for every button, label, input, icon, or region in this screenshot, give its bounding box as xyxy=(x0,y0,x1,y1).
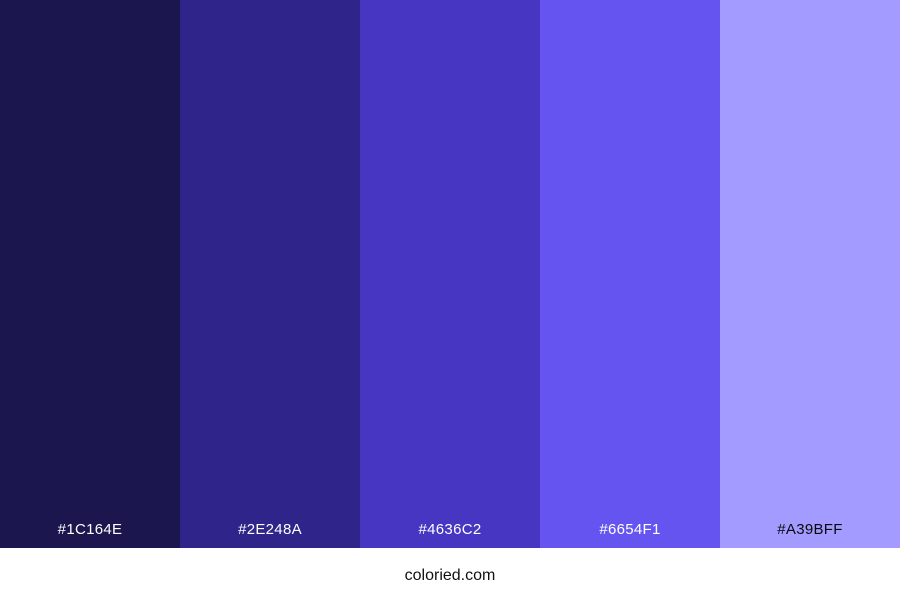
swatch-5[interactable]: #A39BFF xyxy=(720,0,900,548)
swatch-3[interactable]: #4636C2 xyxy=(360,0,540,548)
swatch-2[interactable]: #2E248A xyxy=(180,0,360,548)
swatch-hex-label: #4636C2 xyxy=(418,521,482,538)
swatch-hex-label: #2E248A xyxy=(238,521,302,538)
swatch-hex-label: #1C164E xyxy=(57,521,123,538)
swatch-hex-label: #6654F1 xyxy=(599,521,661,538)
swatch-1[interactable]: #1C164E xyxy=(0,0,180,548)
palette-band: #1C164E #2E248A #4636C2 #6654F1 #A39BFF xyxy=(0,0,900,548)
swatch-4[interactable]: #6654F1 xyxy=(540,0,720,548)
swatch-hex-label: #A39BFF xyxy=(777,521,843,538)
footer: coloried.com xyxy=(0,548,900,600)
site-label: coloried.com xyxy=(404,566,496,584)
